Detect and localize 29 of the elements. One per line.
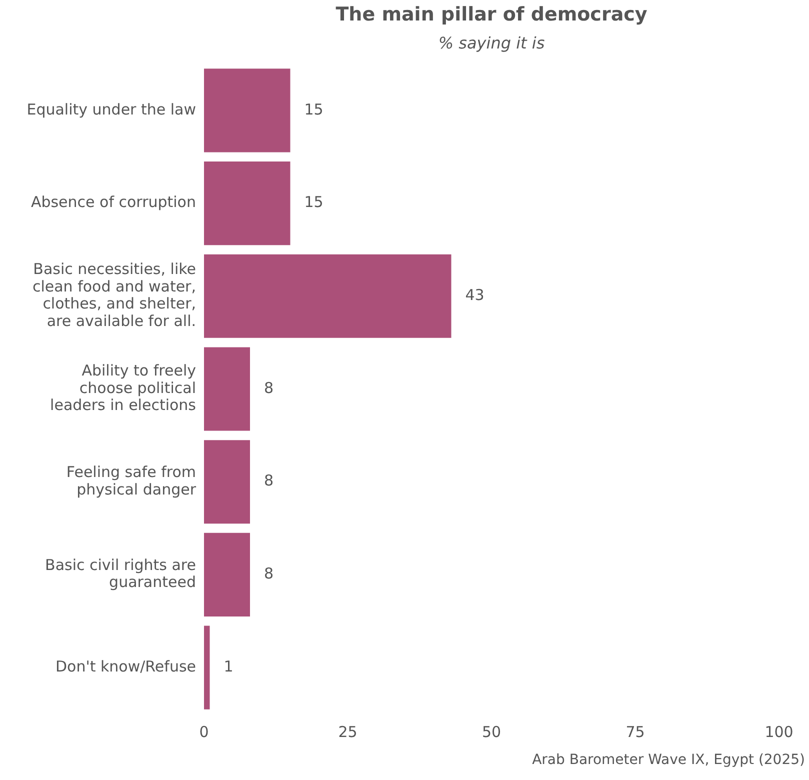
- x-tick-label: 100: [764, 722, 794, 741]
- bar: [204, 626, 210, 710]
- data-label: 8: [264, 378, 274, 397]
- data-label: 8: [264, 472, 274, 490]
- data-label: 15: [304, 100, 324, 118]
- y-tick-label: Basic civil rights are guaranteed: [45, 556, 196, 592]
- data-label: 15: [304, 193, 324, 212]
- data-label: 8: [264, 564, 274, 583]
- x-tick-label: 0: [199, 722, 209, 741]
- chart-subtitle: % saying it is: [438, 34, 545, 53]
- y-tick-label: Ability to freely choose political leaders in elections: [50, 362, 196, 414]
- x-tick-label: 25: [338, 722, 358, 741]
- data-label: 1: [224, 657, 234, 676]
- chart-title: The main pillar of democracy: [336, 3, 648, 26]
- y-tick-label: Basic necessities, like clean food and water, clothes, and shelter, are available for all.: [32, 260, 196, 330]
- y-tick-label: Feeling safe from physical danger: [66, 463, 197, 498]
- bar: [204, 68, 290, 152]
- data-label: 43: [465, 286, 484, 304]
- bar: [204, 532, 250, 616]
- y-tick-label: Absence of corruption: [30, 193, 196, 212]
- bar: [204, 347, 250, 431]
- x-tick-label: 50: [482, 722, 502, 741]
- bar: [204, 254, 452, 338]
- y-tick-label: Don't know/Refuse: [55, 657, 196, 676]
- text: Arab Barometer Wave IX, Egypt (2025): [531, 752, 805, 768]
- bar: [204, 440, 250, 524]
- x-tick-label: 75: [626, 722, 645, 741]
- bar: [204, 162, 290, 246]
- y-tick-label: Equality under the law: [26, 100, 196, 118]
